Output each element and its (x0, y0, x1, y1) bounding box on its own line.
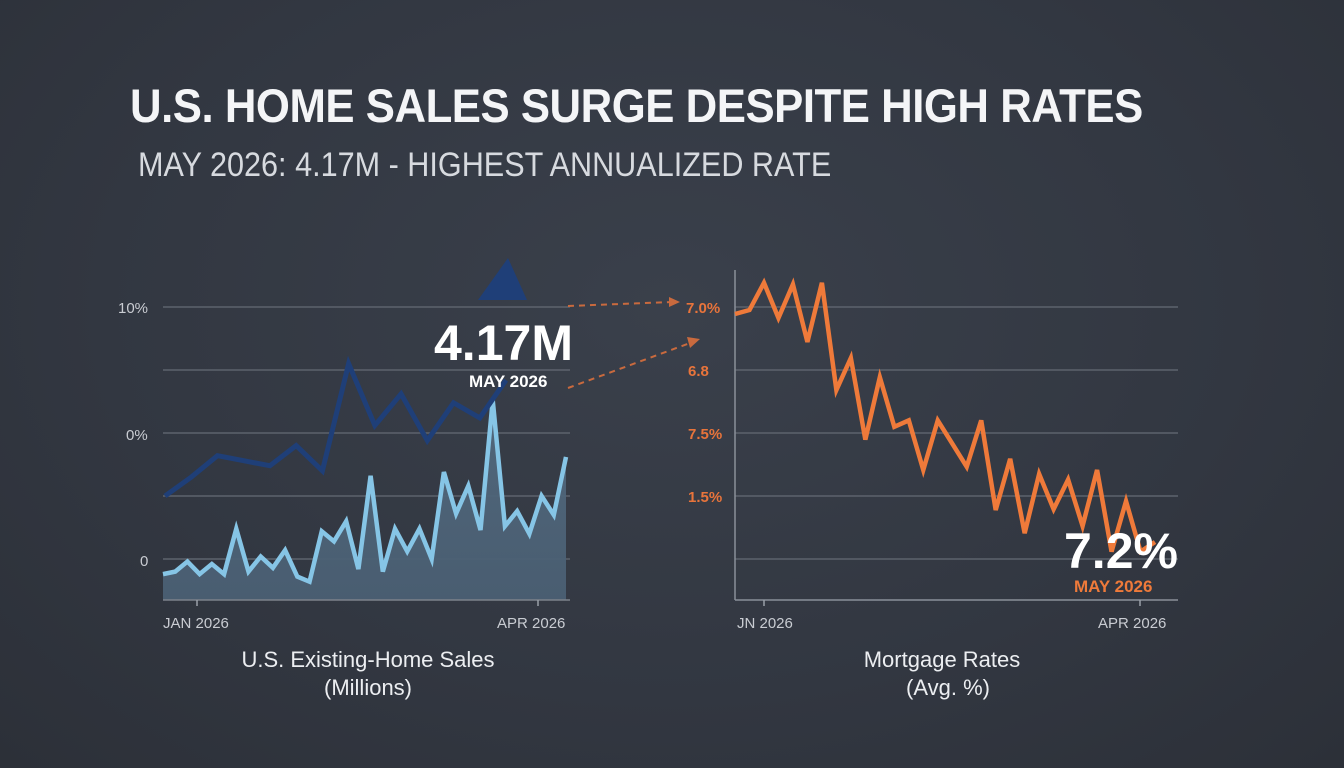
rates-y-tick-label: 1.5% (688, 489, 722, 506)
sales-callout-label: MAY 2026 (469, 372, 547, 391)
sales-y-tick-label: 0 (140, 553, 148, 570)
connector-dashed-line (567, 301, 673, 307)
sales-caption-units: (Millions) (324, 675, 412, 700)
sales-x-tick-label: JAN 2026 (163, 615, 229, 632)
rates-y-tick-label: 7.0% (686, 300, 720, 317)
sales-y-tick-label: 0% (126, 427, 148, 444)
rates-caption: Mortgage Rates (864, 647, 1021, 672)
connector-dashed-line (567, 342, 691, 389)
rates-series-line (734, 277, 1157, 556)
rates-chart: 7.0% 6.8 7.5% 1.5% JN 2026 APR 2026 7.2%… (686, 270, 1178, 700)
rates-y-tick-label: 6.8 (688, 363, 709, 380)
sales-area-fill (163, 400, 566, 600)
page-title: U.S. HOME SALES SURGE DESPITE HIGH RATES (130, 79, 1143, 132)
rates-y-tick-label: 7.5% (688, 426, 722, 443)
sales-dark-series-line (163, 355, 509, 499)
sales-y-axis: 10% 0% 0 (118, 300, 148, 570)
connector-arrowhead (687, 337, 700, 348)
page-subtitle: MAY 2026: 4.17M - HIGHEST ANNUALIZED RAT… (138, 146, 832, 184)
sales-caption: U.S. Existing-Home Sales (241, 647, 494, 672)
sales-y-tick-label: 10% (118, 300, 148, 317)
rates-gridlines (735, 306, 1178, 560)
sales-chart: 10% 0% 0 JAN 2026 APR 2026 4.17M MAY 202… (118, 258, 573, 700)
rates-x-tick-label: APR 2026 (1098, 615, 1166, 632)
sales-trend-arrowhead (478, 258, 527, 300)
rates-callout-value: 7.2% (1064, 523, 1178, 579)
sales-x-tick-label: APR 2026 (497, 615, 565, 632)
connector-arrowhead (669, 297, 680, 307)
rates-callout-label: MAY 2026 (1074, 577, 1152, 596)
sales-light-series-line (162, 400, 569, 585)
sales-callout-value: 4.17M (434, 315, 573, 371)
rates-x-tick-label: JN 2026 (737, 615, 793, 632)
callout-connectors (567, 297, 700, 389)
rates-caption-units: (Avg. %) (906, 675, 990, 700)
